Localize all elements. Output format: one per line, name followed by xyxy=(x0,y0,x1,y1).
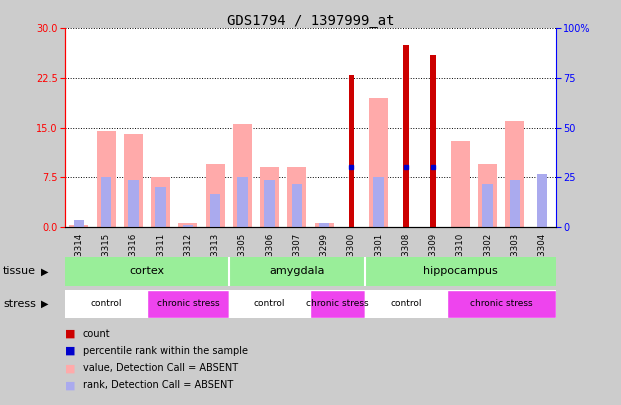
Bar xyxy=(65,290,147,318)
Bar xyxy=(260,167,279,227)
Bar xyxy=(183,225,193,227)
Bar xyxy=(349,75,354,227)
Text: ■: ■ xyxy=(65,363,76,373)
Bar xyxy=(319,224,329,227)
Text: chronic stress: chronic stress xyxy=(470,299,533,308)
Text: ■: ■ xyxy=(65,380,76,390)
Text: chronic stress: chronic stress xyxy=(306,299,369,308)
Bar xyxy=(206,164,225,227)
Bar xyxy=(96,131,116,227)
Text: GDS1794 / 1397999_at: GDS1794 / 1397999_at xyxy=(227,14,394,28)
Text: stress: stress xyxy=(3,299,36,309)
Bar xyxy=(365,290,446,318)
Bar xyxy=(151,177,170,227)
Bar xyxy=(510,181,520,227)
Text: count: count xyxy=(83,329,110,339)
Text: control: control xyxy=(390,299,422,308)
Text: control: control xyxy=(254,299,286,308)
Bar xyxy=(288,167,306,227)
Bar xyxy=(537,174,548,227)
Bar xyxy=(229,290,310,318)
Bar xyxy=(369,98,388,227)
Bar xyxy=(310,290,365,318)
Text: cortex: cortex xyxy=(129,266,165,276)
Text: rank, Detection Call = ABSENT: rank, Detection Call = ABSENT xyxy=(83,380,233,390)
Text: ■: ■ xyxy=(65,329,76,339)
Bar xyxy=(101,177,111,227)
Bar xyxy=(315,224,333,227)
Bar xyxy=(505,121,525,227)
Text: ■: ■ xyxy=(65,346,76,356)
Bar xyxy=(178,224,197,227)
Bar xyxy=(483,184,493,227)
Bar xyxy=(265,181,275,227)
Bar xyxy=(155,187,166,227)
Bar xyxy=(70,225,88,227)
Bar xyxy=(373,177,384,227)
Bar xyxy=(233,124,252,227)
Text: tissue: tissue xyxy=(3,266,36,276)
Bar xyxy=(147,290,229,318)
Bar xyxy=(403,45,409,227)
Bar xyxy=(451,141,470,227)
Bar xyxy=(430,55,436,227)
Bar xyxy=(210,194,220,227)
Text: hippocampus: hippocampus xyxy=(423,266,498,276)
Text: control: control xyxy=(90,299,122,308)
Bar xyxy=(124,134,143,227)
Text: ▶: ▶ xyxy=(41,266,48,276)
Text: amygdala: amygdala xyxy=(269,266,325,276)
Bar xyxy=(446,290,556,318)
Text: percentile rank within the sample: percentile rank within the sample xyxy=(83,346,248,356)
Bar xyxy=(73,220,84,227)
Bar xyxy=(237,177,248,227)
Bar xyxy=(478,164,497,227)
Text: value, Detection Call = ABSENT: value, Detection Call = ABSENT xyxy=(83,363,238,373)
Text: ▶: ▶ xyxy=(41,299,48,309)
Text: chronic stress: chronic stress xyxy=(156,299,219,308)
Bar xyxy=(292,184,302,227)
Bar xyxy=(128,181,138,227)
